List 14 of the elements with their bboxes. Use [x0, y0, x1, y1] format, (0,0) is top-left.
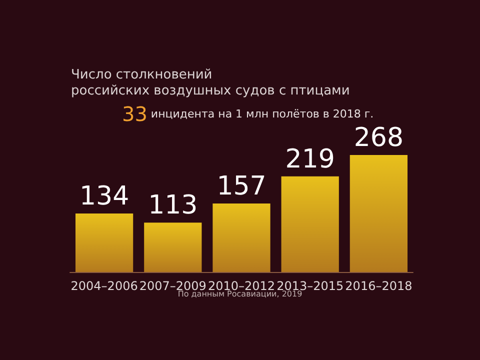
text: По данным Росавиации, 2019 [178, 290, 302, 298]
data-label: 157 [216, 171, 266, 202]
bar [350, 155, 408, 272]
bar [144, 222, 202, 272]
bar [75, 214, 134, 272]
data-label: 219 [285, 144, 335, 174]
bar [212, 203, 270, 272]
bar [281, 176, 339, 272]
data-label: 268 [354, 123, 404, 153]
data-label: 134 [79, 182, 130, 212]
x-tick-label: 2016–2018 [345, 279, 412, 293]
data-label: 113 [148, 190, 198, 221]
x-tick-label: 2004–2006 [70, 279, 138, 293]
chart-title: Число столкновений российских воздушных судов с птицами [71, 68, 350, 98]
